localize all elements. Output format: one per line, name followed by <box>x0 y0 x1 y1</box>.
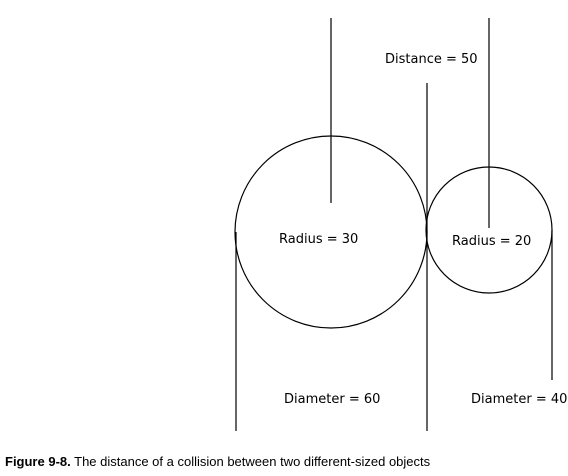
small-radius-label: Radius = 20 <box>452 234 532 249</box>
distance-label: Distance = 50 <box>385 52 478 67</box>
small-diameter-label: Diameter = 40 <box>471 392 568 407</box>
figure-number: Figure 9-8. <box>5 454 71 469</box>
large-diameter-label: Diameter = 60 <box>284 392 381 407</box>
large-radius-label: Radius = 30 <box>279 232 359 247</box>
figure-caption: Figure 9-8. The distance of a collision … <box>5 454 430 470</box>
caption-text: The distance of a collision between two … <box>70 454 431 469</box>
